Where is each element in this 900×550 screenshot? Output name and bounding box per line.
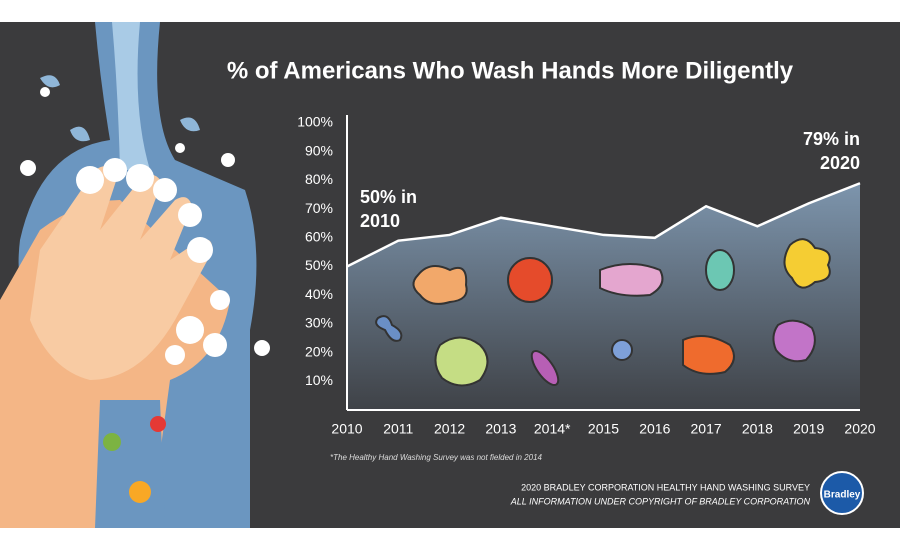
y-tick-label: 80% bbox=[305, 171, 333, 187]
annotation: 79% in bbox=[803, 129, 860, 149]
x-tick-label: 2017 bbox=[691, 421, 722, 437]
y-tick-label: 10% bbox=[305, 372, 333, 388]
x-tick-label: 2014* bbox=[534, 421, 571, 437]
y-tick-label: 30% bbox=[305, 315, 333, 331]
germs bbox=[375, 238, 831, 387]
y-tick-label: 40% bbox=[305, 286, 333, 302]
x-tick-label: 2018 bbox=[742, 421, 773, 437]
chart-title: % of Americans Who Wash Hands More Dilig… bbox=[227, 57, 794, 84]
x-tick-label: 2019 bbox=[793, 421, 824, 437]
x-tick-label: 2020 bbox=[844, 421, 875, 437]
x-tick-label: 2015 bbox=[588, 421, 619, 437]
y-tick-label: 60% bbox=[305, 229, 333, 245]
logo-text: Bradley bbox=[824, 490, 861, 501]
y-tick-label: 90% bbox=[305, 142, 333, 158]
y-tick-label: 50% bbox=[305, 257, 333, 273]
y-tick-label: 20% bbox=[305, 343, 333, 359]
illustration bbox=[0, 22, 270, 528]
x-tick-label: 2012 bbox=[434, 421, 465, 437]
x-tick-label: 2011 bbox=[383, 421, 413, 437]
x-tick-label: 2013 bbox=[485, 421, 516, 437]
source-line: 2020 BRADLEY CORPORATION HEALTHY HAND WA… bbox=[521, 482, 810, 492]
footnote: *The Healthy Hand Washing Survey was not… bbox=[330, 453, 543, 462]
source-line: ALL INFORMATION UNDER COPYRIGHT OF BRADL… bbox=[510, 496, 811, 506]
annotation: 2020 bbox=[820, 153, 860, 173]
y-tick-label: 70% bbox=[305, 200, 333, 216]
line bbox=[346, 182, 861, 268]
annotation: 50% in bbox=[360, 187, 417, 207]
x-tick-label: 2010 bbox=[331, 421, 362, 437]
y-tick-label: 100% bbox=[297, 114, 333, 130]
x-tick-label: 2016 bbox=[639, 421, 670, 437]
annotation: 2010 bbox=[360, 211, 400, 231]
logo bbox=[820, 471, 864, 515]
